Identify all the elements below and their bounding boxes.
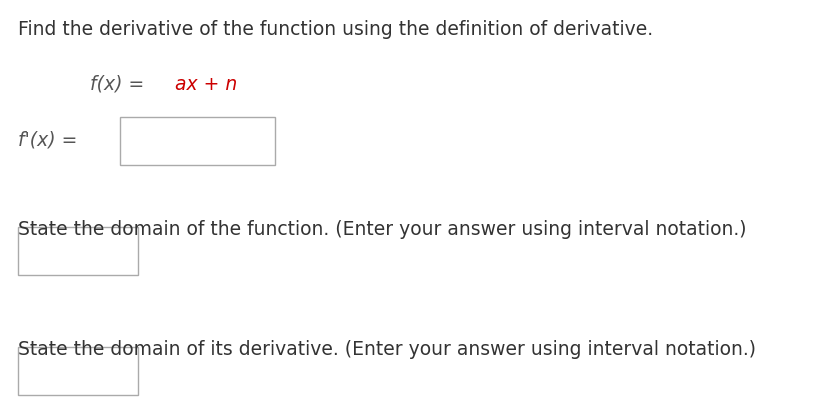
Text: State the domain of the function. (Enter your answer using interval notation.): State the domain of the function. (Enter… — [18, 220, 747, 239]
Text: Find the derivative of the function using the definition of derivative.: Find the derivative of the function usin… — [18, 20, 653, 39]
Text: State the domain of its derivative. (Enter your answer using interval notation.): State the domain of its derivative. (Ent… — [18, 340, 756, 359]
Bar — [18, 227, 138, 275]
Bar — [120, 117, 275, 165]
Bar — [18, 347, 138, 395]
Text: f(x) =: f(x) = — [90, 75, 150, 94]
Text: ax + n: ax + n — [175, 75, 237, 94]
Text: f'(x) =: f'(x) = — [18, 130, 78, 149]
